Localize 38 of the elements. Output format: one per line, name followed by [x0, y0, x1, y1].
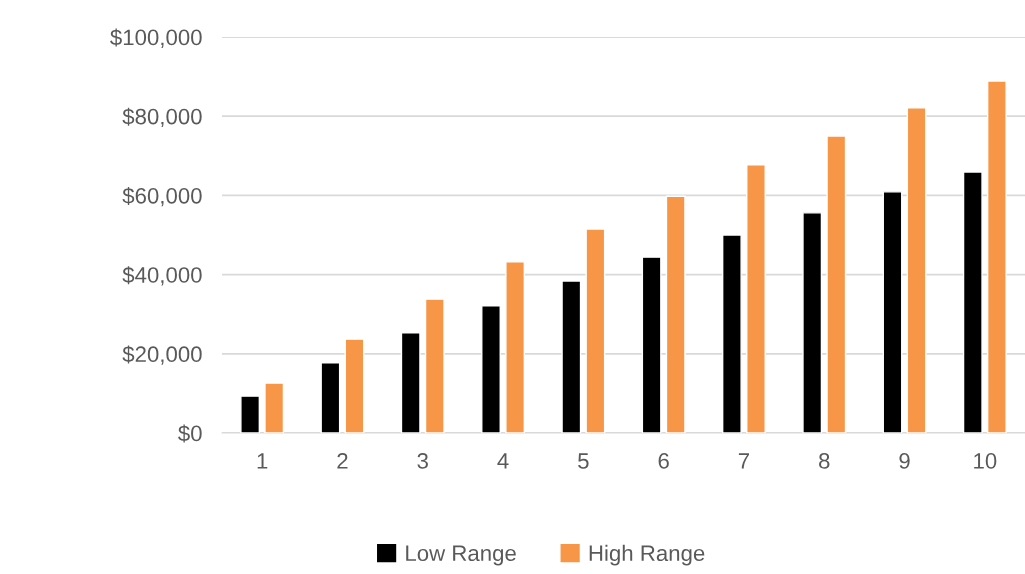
bar — [882, 191, 903, 433]
x-tick-label: 7 — [738, 453, 750, 469]
bar — [585, 228, 606, 433]
x-tick-label: 8 — [819, 453, 830, 469]
bar — [264, 382, 285, 433]
bar — [344, 338, 365, 433]
bar — [481, 305, 501, 433]
x-tick-label: 1 — [257, 453, 268, 469]
x-tick-label: 3 — [417, 453, 428, 469]
x-tick-label: 9 — [899, 453, 910, 469]
x-tick-label: 4 — [497, 453, 509, 469]
bar — [641, 256, 662, 433]
bar — [721, 234, 742, 433]
y-tick-label: $0 — [178, 424, 202, 443]
bar — [962, 171, 983, 433]
bar — [906, 107, 927, 433]
bar — [665, 195, 686, 433]
bar — [826, 135, 847, 433]
bar — [802, 212, 823, 433]
x-tick-label: 6 — [658, 453, 669, 469]
bar — [240, 395, 261, 433]
y-tick-label: $80,000 — [122, 107, 202, 128]
bar — [561, 280, 582, 433]
bar — [320, 362, 341, 433]
y-tick-label: $40,000 — [122, 266, 202, 286]
x-tick-label: 2 — [337, 453, 348, 469]
y-tick-label: $60,000 — [122, 187, 202, 207]
bar — [424, 298, 445, 433]
bar — [505, 261, 526, 433]
bar — [986, 80, 1007, 433]
y-tick-label: $20,000 — [122, 345, 202, 365]
x-tick-label: 5 — [578, 453, 589, 469]
y-tick-label: $100,000 — [110, 28, 202, 48]
x-tick-label: 10 — [974, 453, 997, 469]
legend-label: High Range — [589, 544, 705, 566]
bar — [746, 164, 766, 433]
legend-label: Low Range — [406, 545, 516, 566]
bar — [400, 332, 421, 433]
